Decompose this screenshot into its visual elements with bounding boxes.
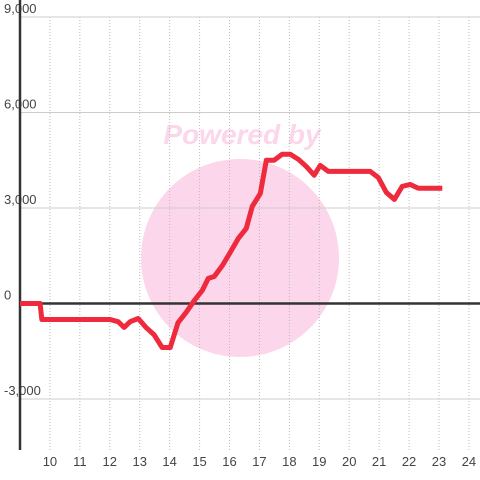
x-tick-label: 21 (372, 454, 386, 469)
x-tick-label: 23 (432, 454, 446, 469)
line (20, 151, 443, 350)
x-tick-label: 16 (222, 454, 236, 469)
x-tick-label: 17 (252, 454, 266, 469)
x-tick-label: 12 (103, 454, 117, 469)
watermark: Powered by (163, 119, 322, 150)
x-tick-label: 20 (342, 454, 356, 469)
x-tick-label: 13 (132, 454, 146, 469)
watermark-circle (141, 159, 339, 357)
x-tick-label: 10 (43, 454, 57, 469)
x-tick-label: 11 (73, 454, 87, 469)
x-tick-label: 14 (162, 454, 176, 469)
x-tick-label: 15 (192, 454, 206, 469)
x-tick-label: 24 (462, 454, 476, 469)
y-tick-label: -3,000 (4, 383, 41, 398)
x-tick-label: 18 (282, 454, 296, 469)
x-tick-label: 19 (312, 454, 326, 469)
x-tick-label: 22 (402, 454, 416, 469)
y-tick-label: 0 (4, 288, 11, 303)
